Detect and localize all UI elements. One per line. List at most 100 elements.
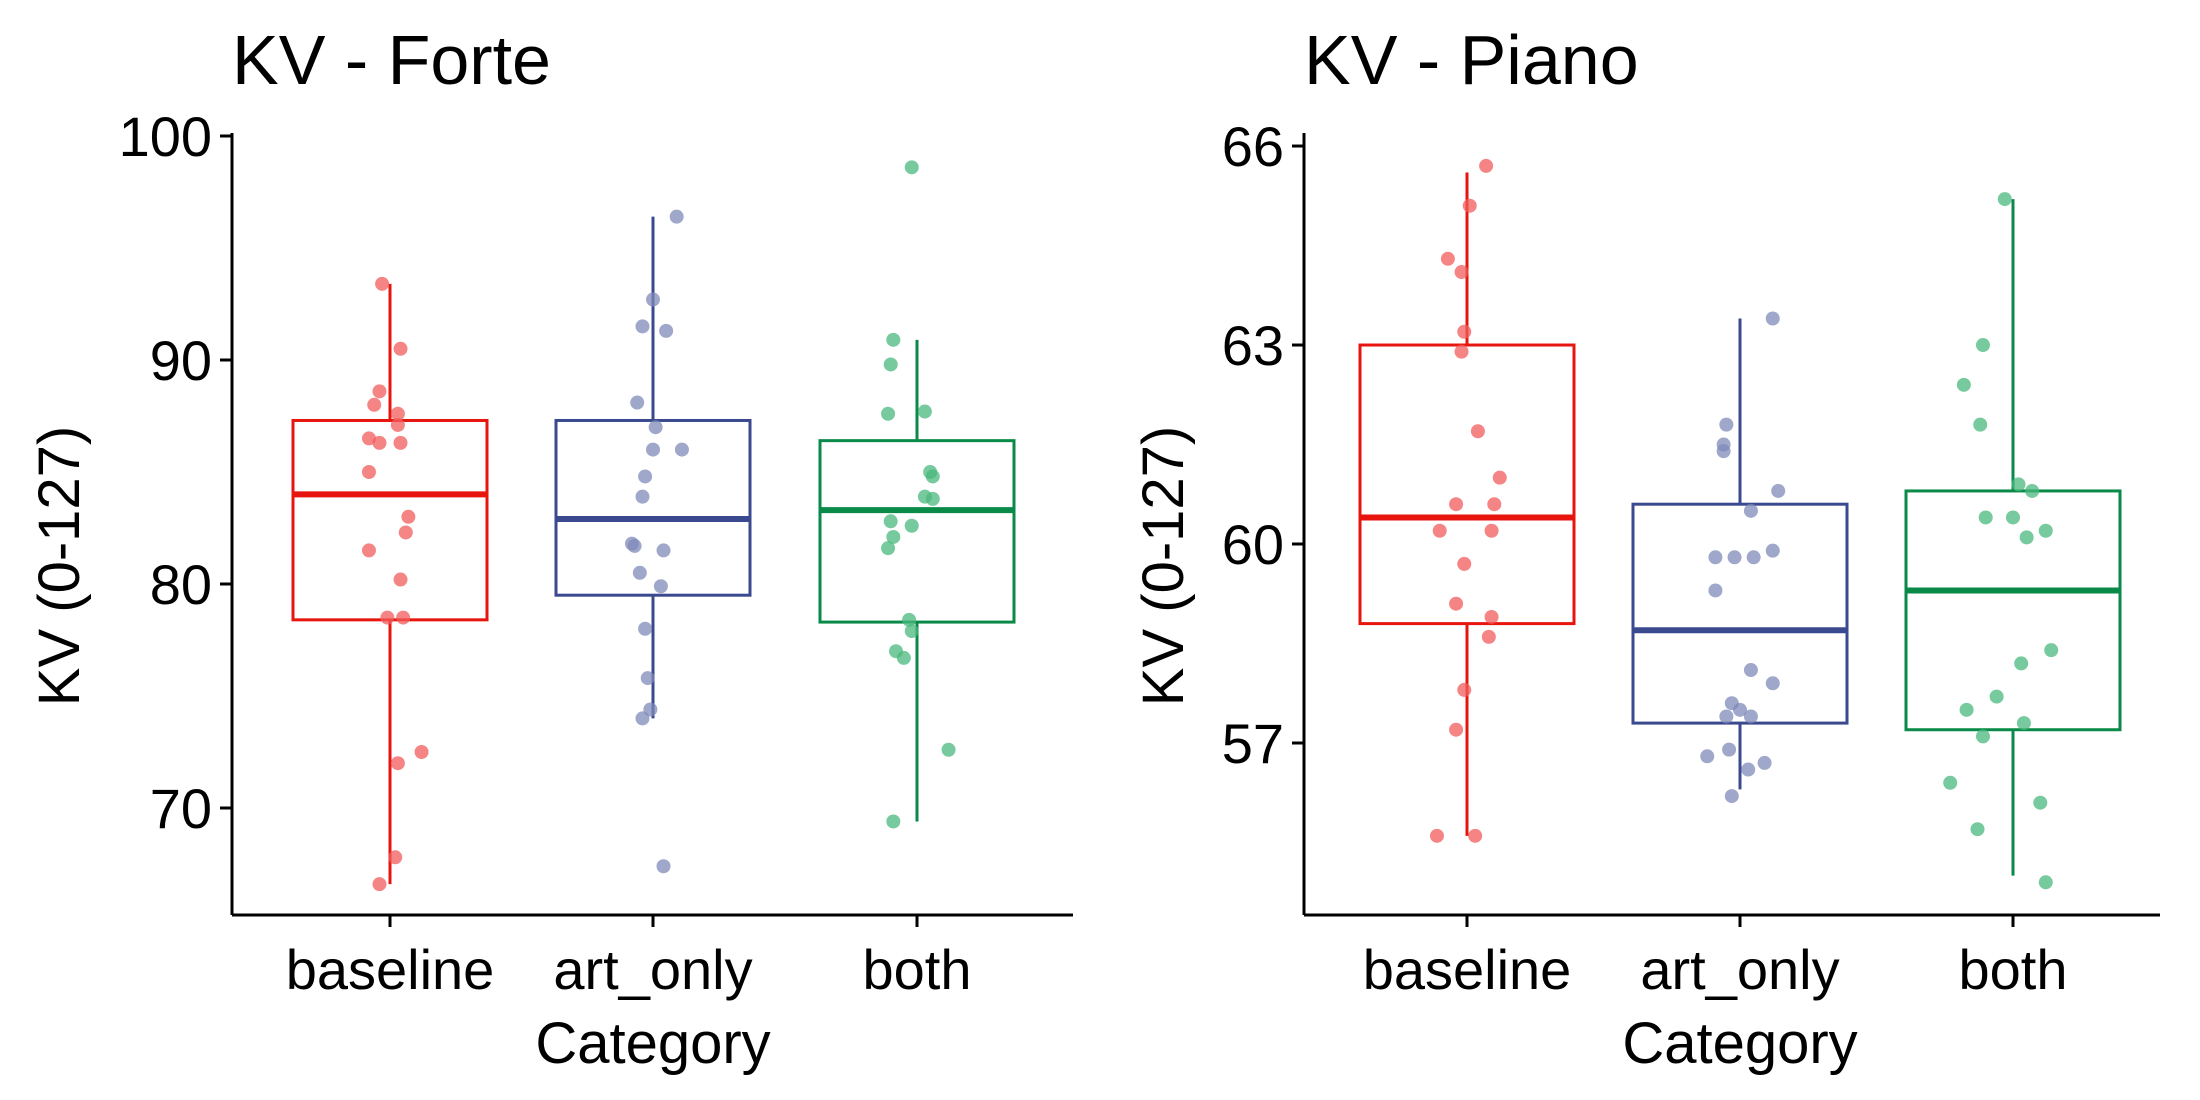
data-point-both bbox=[2038, 875, 2053, 890]
x-tick-label: art_only bbox=[553, 938, 752, 1001]
data-point-art_only bbox=[635, 319, 650, 334]
data-point-art_only bbox=[1765, 676, 1780, 691]
data-point-both bbox=[896, 650, 911, 665]
data-point-both bbox=[1989, 689, 2004, 704]
data-point-art_only bbox=[1719, 417, 1734, 432]
data-point-both bbox=[904, 160, 919, 175]
x-tick-label: baseline bbox=[286, 938, 495, 1001]
data-point-both bbox=[925, 469, 940, 484]
data-point-baseline bbox=[1492, 470, 1507, 485]
data-point-both bbox=[2038, 523, 2053, 538]
data-point-art_only bbox=[1741, 762, 1756, 777]
data-point-both bbox=[886, 814, 901, 829]
data-point-both bbox=[2019, 530, 2034, 545]
data-point-baseline bbox=[1484, 523, 1499, 538]
data-point-baseline bbox=[1457, 556, 1472, 571]
data-point-baseline bbox=[1457, 324, 1472, 339]
data-point-both bbox=[917, 404, 932, 419]
data-point-both bbox=[2016, 716, 2031, 731]
x-axis-title: Category bbox=[535, 1011, 770, 1076]
data-point-baseline bbox=[390, 756, 405, 771]
y-tick-label: 57 bbox=[1222, 712, 1284, 775]
data-point-art_only bbox=[640, 671, 655, 686]
data-point-art_only bbox=[669, 209, 684, 224]
y-tick-label: 63 bbox=[1222, 314, 1284, 377]
data-point-both bbox=[2025, 483, 2040, 498]
data-point-both bbox=[1975, 729, 1990, 744]
data-point-both bbox=[941, 742, 956, 757]
data-point-baseline bbox=[1454, 265, 1469, 280]
data-point-art_only bbox=[646, 292, 660, 307]
data-point-baseline bbox=[390, 406, 405, 421]
data-point-both bbox=[1970, 822, 1985, 837]
data-point-art_only bbox=[1722, 742, 1737, 757]
data-point-both bbox=[904, 518, 919, 533]
data-point-art_only bbox=[1716, 444, 1731, 459]
chart-title: KV - Piano bbox=[1304, 21, 1639, 99]
data-point-art_only bbox=[635, 489, 650, 504]
data-point-both bbox=[1943, 775, 1958, 790]
x-tick-label: both bbox=[863, 938, 972, 1001]
data-point-baseline bbox=[1479, 158, 1494, 173]
box-iqr bbox=[1904, 489, 2122, 732]
box-iqr bbox=[818, 439, 1016, 624]
data-point-art_only bbox=[1733, 702, 1747, 717]
data-point-art_only bbox=[638, 621, 653, 636]
data-point-baseline bbox=[1429, 828, 1444, 843]
box-art_only bbox=[554, 216, 752, 719]
data-point-baseline bbox=[393, 435, 408, 450]
data-point-both bbox=[2006, 510, 2020, 525]
data-point-both bbox=[886, 529, 901, 544]
data-point-both bbox=[2014, 656, 2029, 671]
data-point-art_only bbox=[646, 442, 660, 457]
box-iqr bbox=[554, 418, 752, 597]
data-point-art_only bbox=[1743, 663, 1758, 678]
plot-area: 70 80 90 100 baseline art_only both bbox=[119, 105, 1073, 1001]
data-point-art_only bbox=[627, 538, 642, 553]
y-tick-label: 90 bbox=[150, 329, 212, 392]
data-point-baseline bbox=[396, 610, 411, 625]
y-axis-title: KV (0-127) bbox=[1131, 426, 1196, 706]
chart-panel-forte: KV - Forte KV (0-127) Category 70 80 90 100… bbox=[27, 21, 1073, 1076]
data-point-both bbox=[2011, 477, 2026, 492]
box-both bbox=[1904, 199, 2122, 876]
data-point-art_only bbox=[635, 711, 650, 726]
data-point-art_only bbox=[1743, 709, 1758, 724]
data-point-baseline bbox=[1481, 629, 1496, 644]
data-point-art_only bbox=[659, 323, 674, 338]
data-point-both bbox=[925, 491, 940, 506]
data-point-baseline bbox=[1454, 344, 1469, 359]
x-tick-label: both bbox=[1959, 938, 2068, 1001]
box-iqr bbox=[291, 418, 489, 622]
data-point-art_only bbox=[1765, 543, 1780, 558]
data-point-art_only bbox=[1727, 550, 1742, 565]
data-point-both bbox=[904, 624, 919, 639]
data-point-both bbox=[1959, 702, 1974, 717]
data-point-baseline bbox=[1468, 828, 1483, 843]
data-point-both bbox=[881, 406, 896, 421]
data-point-baseline bbox=[361, 431, 376, 446]
data-point-baseline bbox=[380, 610, 395, 625]
x-tick-label: baseline bbox=[1363, 938, 1572, 1001]
data-point-baseline bbox=[1470, 424, 1485, 439]
data-point-art_only bbox=[1771, 483, 1786, 498]
chart-panel-piano: KV - Piano KV (0-127) Category 57 60 63 66 b… bbox=[1131, 21, 2160, 1076]
data-point-baseline bbox=[1449, 722, 1464, 737]
box-iqr bbox=[1631, 502, 1849, 725]
chart-title: KV - Forte bbox=[232, 21, 551, 99]
data-point-both bbox=[881, 541, 896, 556]
data-point-art_only bbox=[1757, 755, 1772, 770]
y-axis-title: KV (0-127) bbox=[27, 426, 92, 706]
data-point-baseline bbox=[393, 572, 408, 587]
y-tick-label: 60 bbox=[1222, 513, 1284, 576]
data-point-art_only bbox=[643, 702, 658, 717]
data-point-both bbox=[1975, 338, 1990, 353]
data-point-both bbox=[883, 357, 898, 372]
data-point-baseline bbox=[414, 745, 429, 759]
data-point-art_only bbox=[630, 395, 645, 410]
data-point-both bbox=[2033, 795, 2048, 810]
data-point-both bbox=[902, 612, 917, 627]
y-tick-label: 100 bbox=[119, 105, 212, 168]
data-point-art_only bbox=[1708, 550, 1723, 565]
